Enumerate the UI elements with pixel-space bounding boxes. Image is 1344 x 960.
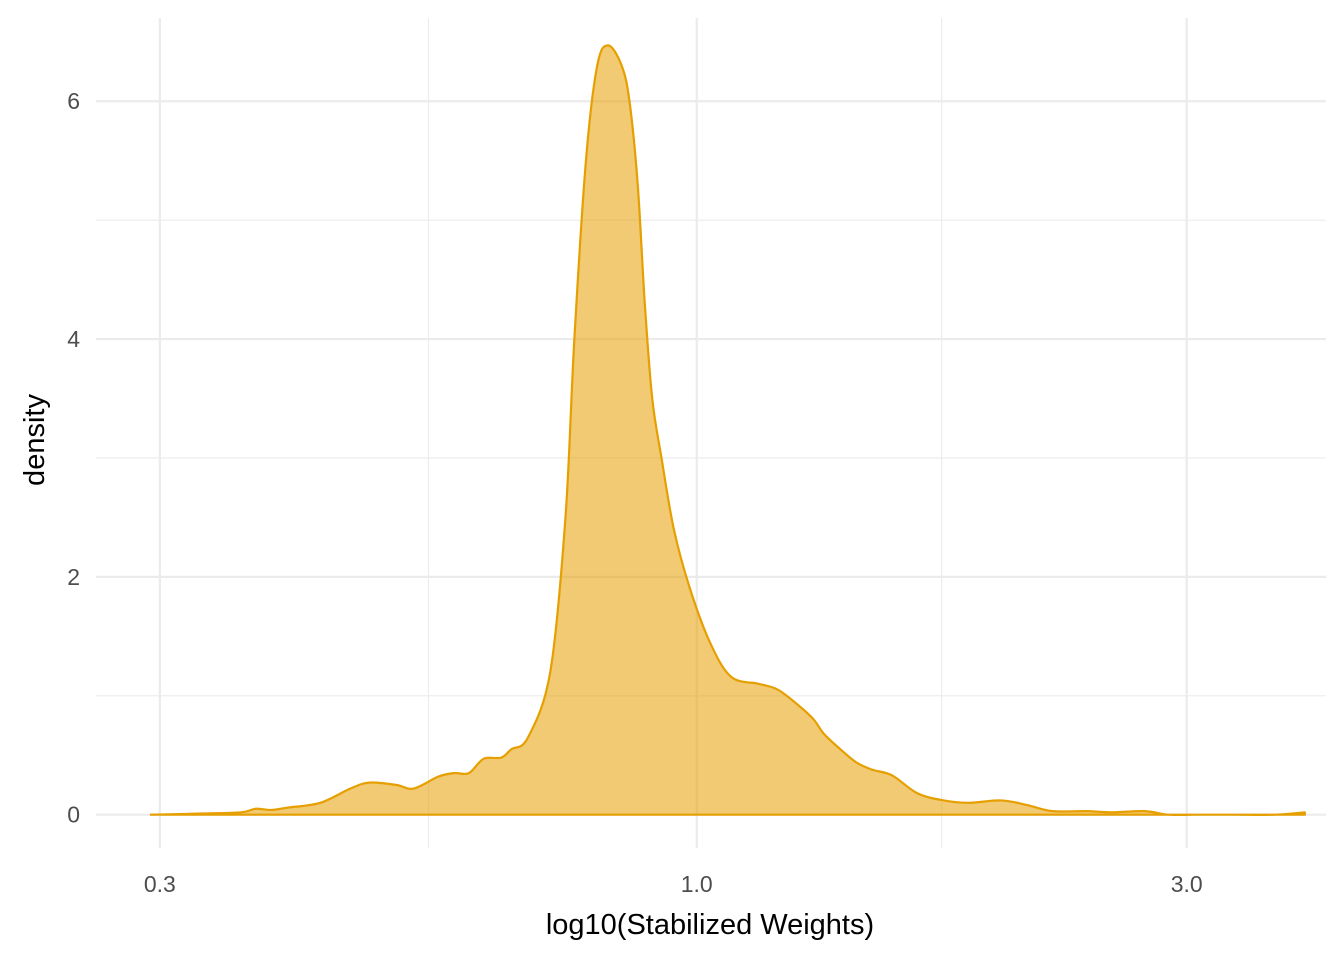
x-tick-label: 3.0	[1171, 871, 1203, 897]
y-axis-title: density	[19, 394, 51, 486]
x-tick-label: 1.0	[681, 871, 713, 897]
x-axis-title: log10(Stabilized Weights)	[546, 909, 874, 941]
y-tick-label: 2	[67, 564, 80, 590]
data-layer	[149, 44, 1306, 817]
y-tick-label: 6	[67, 88, 80, 114]
x-tick-label: 0.3	[144, 871, 176, 897]
y-tick-label: 0	[67, 802, 80, 828]
y-axis-tick-labels: 0 2 4 6	[67, 88, 80, 827]
density-area	[149, 44, 1306, 817]
y-tick-label: 4	[67, 326, 80, 352]
x-axis-tick-labels: 0.3 1.0 3.0	[144, 871, 1203, 897]
